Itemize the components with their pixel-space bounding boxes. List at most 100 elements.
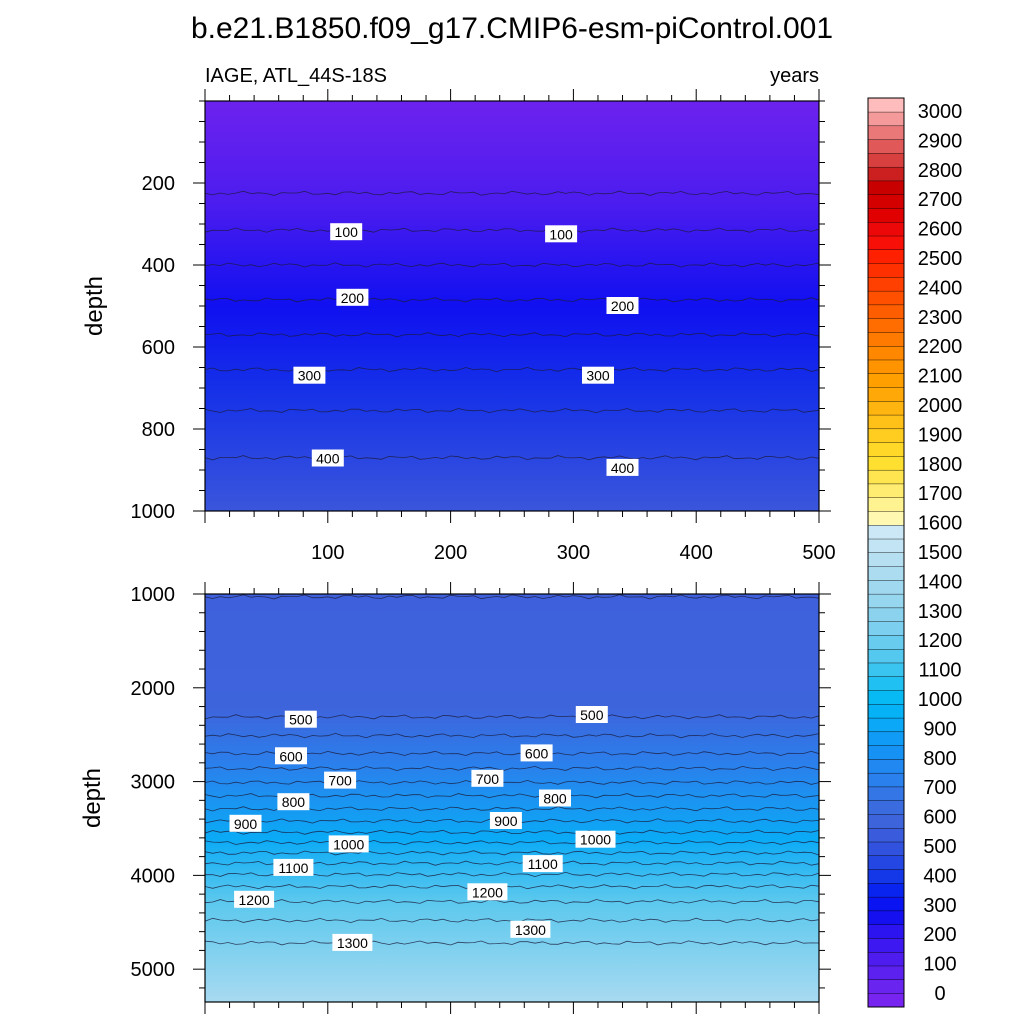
colorbar-swatch — [867, 993, 905, 1008]
colorbar-swatch — [867, 566, 905, 581]
contour-label-text: 900 — [234, 816, 258, 832]
colorbar-swatch — [867, 483, 905, 498]
colorbar-swatch — [867, 373, 905, 388]
variable-label: IAGE, ATL_44S-18S — [205, 65, 387, 87]
contour-label-box — [275, 747, 307, 765]
colorbar-swatch — [867, 276, 905, 292]
contour-label: 1000 — [575, 830, 616, 848]
chart-title: b.e21.B1850.f09_g17.CMIP6-esm-piControl.… — [191, 12, 833, 45]
colorbar-label: 2300 — [918, 307, 963, 329]
colorbar-swatch — [867, 166, 905, 182]
contour-label: 900 — [489, 812, 522, 829]
contour-label-box — [489, 812, 522, 829]
colorbar-label: 800 — [923, 748, 956, 770]
contour-label: 400 — [606, 458, 639, 476]
contour-line-1000 — [205, 850, 819, 856]
colorbar-swatch — [867, 758, 905, 774]
colorbar-label: 1800 — [918, 454, 963, 476]
colorbar-swatch — [867, 607, 905, 622]
colorbar-label: 1000 — [918, 689, 963, 711]
y-tick-label: 5000 — [131, 959, 176, 981]
contour-label-text: 1200 — [239, 892, 270, 908]
y-tick-label: 4000 — [131, 865, 176, 887]
colorbar-label: 1300 — [918, 601, 963, 623]
colorbar-swatch — [867, 924, 905, 939]
contour-line-100 — [205, 227, 819, 233]
contour-label-text: 1200 — [472, 884, 503, 900]
contour-line-700 — [205, 779, 819, 786]
contour-line-350 — [205, 408, 819, 414]
colorbar-swatch — [867, 717, 905, 733]
colorbar-swatch — [867, 469, 905, 485]
colorbar-label: 2100 — [918, 366, 963, 388]
contour-label-text: 200 — [611, 298, 635, 314]
contour-line-650 — [205, 765, 819, 772]
contour-label-box — [606, 297, 639, 314]
contour-label-box — [311, 449, 344, 467]
contour-line-550 — [205, 732, 819, 739]
colorbar-label: 300 — [923, 895, 956, 917]
colorbar-swatch — [867, 125, 905, 140]
colorbar-swatch — [867, 676, 905, 691]
contour-label-box — [545, 225, 578, 243]
contour-line-50 — [205, 190, 819, 196]
contour-label-box — [522, 855, 563, 873]
contour-label-text: 300 — [586, 368, 610, 384]
colorbar-swatch — [867, 800, 905, 815]
upper-ylabel: depth — [81, 276, 108, 336]
colorbar-label: 2000 — [918, 395, 963, 417]
colorbar-swatch — [867, 304, 905, 319]
contour-line-250 — [205, 332, 819, 338]
contour-label-text: 100 — [335, 224, 359, 240]
x-tick-label: 300 — [557, 542, 590, 564]
contour-label-box — [277, 793, 310, 811]
x-tick-label: 100 — [311, 542, 344, 564]
contour-label-text: 600 — [525, 745, 549, 761]
colorbar-label: 1500 — [918, 542, 963, 564]
contour-label: 200 — [606, 297, 639, 314]
colorbar-swatch — [867, 359, 905, 374]
contour-line-900 — [205, 829, 819, 835]
contour-label: 1000 — [328, 835, 369, 853]
colorbar-swatch — [867, 331, 905, 347]
colorbar-label: 1600 — [918, 513, 963, 535]
contour-label-box — [293, 366, 326, 384]
y-tick-label: 800 — [142, 419, 175, 441]
contour-label-text: 500 — [289, 712, 313, 728]
colorbar-swatch — [867, 662, 905, 677]
contour-label: 1100 — [273, 858, 314, 876]
colorbar-label: 400 — [923, 865, 956, 887]
colorbar-label: 500 — [923, 836, 956, 858]
colorbar-label: 200 — [923, 924, 956, 946]
contour-label-text: 1300 — [515, 922, 546, 938]
colorbar-label: 600 — [923, 807, 956, 829]
colorbar-swatch — [867, 387, 905, 402]
colorbar-swatch — [867, 510, 905, 526]
upper-panel: 100 100 200 200 300 300 400 400 100 200 300 400 500… — [81, 89, 836, 564]
contour-label-box — [273, 858, 314, 876]
contour-label-box — [471, 769, 504, 787]
colorbar-swatch — [867, 194, 905, 209]
contour-label: 1300 — [510, 920, 551, 938]
colorbar-swatch — [867, 951, 905, 967]
contour-label-text: 100 — [549, 226, 573, 242]
contour-line-600 — [205, 750, 819, 757]
contour-label-text: 200 — [341, 290, 365, 306]
colorbar-label: 3000 — [918, 101, 963, 123]
contour-label-text: 700 — [476, 771, 500, 787]
colorbar-swatch — [867, 634, 905, 650]
colorbar-swatch — [867, 318, 905, 333]
colorbar-swatch — [867, 869, 905, 884]
units-label: years — [770, 65, 819, 87]
colorbar-label: 900 — [923, 718, 956, 740]
colorbar-swatch — [867, 152, 905, 168]
colorbar-swatch — [867, 524, 905, 540]
contour-line-450 — [205, 594, 819, 600]
contour-label-box — [336, 288, 369, 306]
contour-label-box — [234, 890, 275, 908]
y-tick-label: 1000 — [131, 584, 176, 606]
colorbar-swatch — [867, 786, 905, 801]
colorbar-label: 2400 — [918, 277, 963, 299]
x-tick-label: 500 — [802, 542, 835, 564]
colorbar-label: 2500 — [918, 248, 963, 270]
